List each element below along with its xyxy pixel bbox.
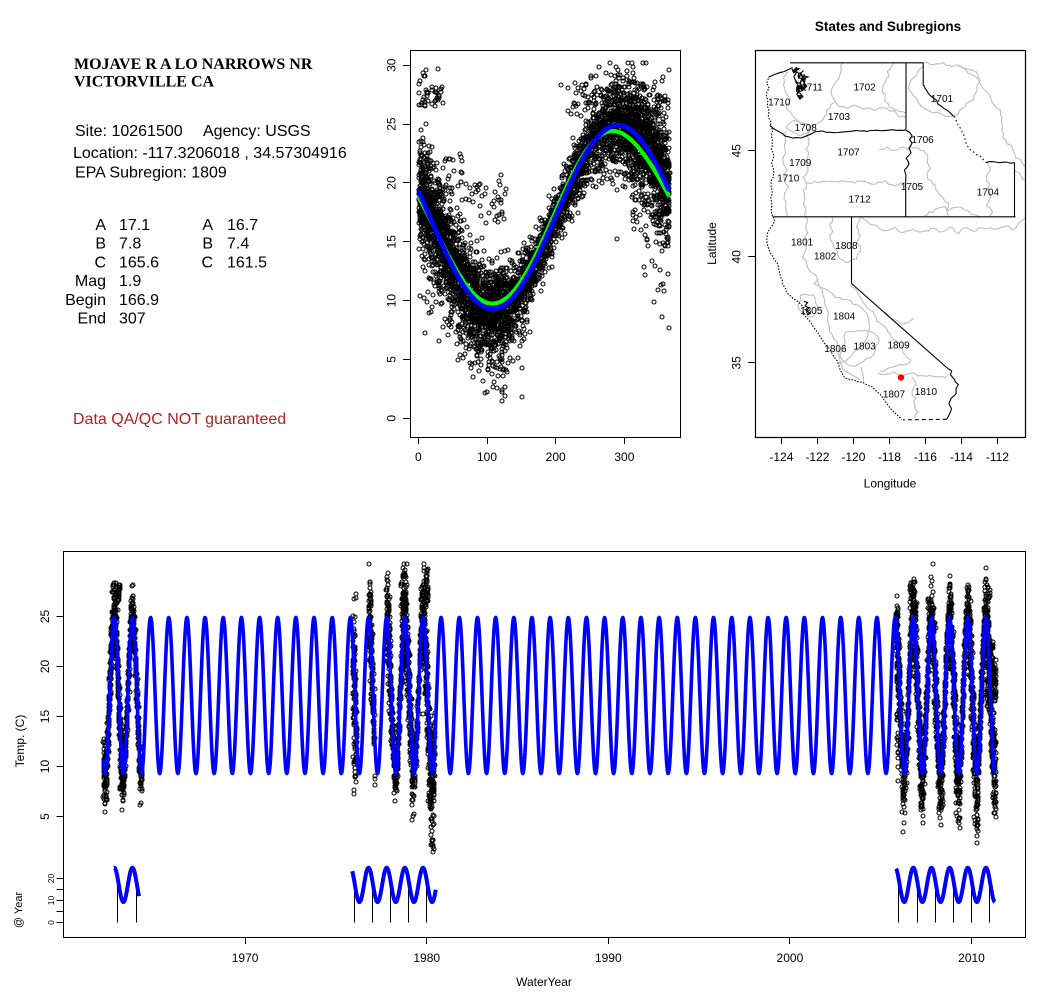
svg-text:Site: 10261500: Site: 10261500 [75, 123, 183, 140]
svg-text:1704: 1704 [977, 188, 1000, 199]
svg-text:A: A [95, 217, 106, 234]
svg-text:10: 10 [385, 294, 399, 308]
svg-text:1701: 1701 [931, 94, 954, 105]
svg-text:Longitude: Longitude [864, 477, 917, 491]
svg-text:35: 35 [730, 356, 744, 370]
svg-text:1803: 1803 [853, 342, 876, 353]
svg-text:@ Year: @ Year [13, 892, 25, 929]
svg-text:1809: 1809 [887, 341, 910, 352]
svg-text:25: 25 [385, 117, 399, 131]
svg-text:1808: 1808 [835, 241, 858, 252]
svg-text:20: 20 [46, 874, 56, 884]
svg-text:Mag: Mag [75, 273, 106, 290]
svg-text:End: End [78, 311, 106, 328]
svg-text:-114: -114 [950, 450, 973, 464]
svg-text:16.7: 16.7 [227, 217, 258, 234]
svg-text:C: C [201, 254, 213, 271]
svg-text:A: A [202, 217, 213, 234]
svg-text:WaterYear: WaterYear [516, 975, 572, 989]
svg-text:1710: 1710 [777, 174, 800, 185]
svg-text:40: 40 [730, 250, 744, 264]
svg-text:1802: 1802 [814, 251, 837, 262]
svg-text:0: 0 [385, 415, 399, 422]
svg-text:25: 25 [38, 609, 52, 623]
svg-text:Latitude: Latitude [705, 222, 719, 265]
svg-text:0: 0 [415, 450, 422, 464]
svg-text:5: 5 [385, 356, 399, 363]
svg-text:20: 20 [38, 659, 52, 673]
svg-text:-122: -122 [805, 450, 829, 464]
svg-text:States and Subregions: States and Subregions [815, 19, 961, 34]
svg-text:1710: 1710 [768, 97, 791, 108]
svg-text:1810: 1810 [915, 387, 938, 398]
svg-text:1805: 1805 [800, 306, 823, 317]
svg-text:B: B [202, 236, 213, 253]
svg-text:VICTORVILLE CA: VICTORVILLE CA [74, 74, 215, 91]
svg-text:1703: 1703 [828, 112, 851, 123]
svg-text:Temp. (C): Temp. (C) [13, 715, 27, 768]
svg-text:1.9: 1.9 [119, 273, 141, 290]
svg-text:30: 30 [385, 58, 399, 72]
svg-text:20: 20 [385, 176, 399, 190]
svg-text:1707: 1707 [837, 148, 860, 159]
svg-text:0: 0 [46, 920, 56, 925]
svg-text:-118: -118 [878, 450, 901, 464]
svg-text:-112: -112 [986, 450, 1009, 464]
svg-text:10: 10 [46, 896, 56, 906]
svg-text:161.5: 161.5 [227, 254, 267, 271]
svg-text:Data QA/QC NOT guaranteed: Data QA/QC NOT guaranteed [73, 411, 286, 428]
svg-text:1804: 1804 [833, 312, 856, 323]
svg-text:1702: 1702 [853, 82, 876, 93]
svg-text:Begin: Begin [65, 292, 106, 309]
svg-text:Agency: USGS: Agency: USGS [203, 123, 311, 140]
svg-text:15: 15 [38, 710, 52, 724]
svg-text:2010: 2010 [958, 951, 985, 965]
svg-text:200: 200 [546, 450, 566, 464]
svg-text:7.8: 7.8 [119, 236, 141, 253]
svg-text:-124: -124 [769, 450, 793, 464]
svg-text:1806: 1806 [824, 344, 847, 355]
svg-text:1705: 1705 [901, 182, 924, 193]
svg-text:1990: 1990 [595, 951, 622, 965]
svg-text:EPA Subregion: 1809: EPA Subregion: 1809 [75, 165, 227, 182]
svg-text:100: 100 [477, 450, 497, 464]
svg-text:1801: 1801 [791, 238, 814, 249]
svg-text:7.4: 7.4 [227, 236, 249, 253]
svg-text:5: 5 [38, 813, 52, 820]
svg-text:10: 10 [38, 760, 52, 774]
svg-text:1970: 1970 [232, 951, 259, 965]
svg-text:1709: 1709 [789, 158, 812, 169]
svg-text:166.9: 166.9 [119, 292, 159, 309]
svg-text:1711: 1711 [801, 83, 823, 94]
svg-text:1807: 1807 [883, 389, 906, 400]
svg-text:45: 45 [730, 144, 744, 158]
svg-text:2000: 2000 [777, 951, 804, 965]
svg-text:Location: -117.3206018 , 34.57: Location: -117.3206018 , 34.57304916 [73, 145, 347, 162]
svg-text:C: C [94, 254, 106, 271]
svg-text:1706: 1706 [911, 135, 934, 146]
svg-text:1708: 1708 [795, 123, 818, 134]
svg-text:15: 15 [385, 235, 399, 249]
svg-text:MOJAVE R A LO NARROWS NR: MOJAVE R A LO NARROWS NR [74, 56, 313, 73]
svg-text:1712: 1712 [848, 194, 871, 205]
svg-text:B: B [95, 236, 106, 253]
svg-text:300: 300 [614, 450, 634, 464]
svg-text:165.6: 165.6 [119, 254, 159, 271]
svg-text:17.1: 17.1 [119, 217, 150, 234]
svg-text:-120: -120 [841, 450, 865, 464]
svg-text:307: 307 [119, 311, 146, 328]
svg-text:1980: 1980 [413, 951, 440, 965]
svg-text:-116: -116 [914, 450, 937, 464]
